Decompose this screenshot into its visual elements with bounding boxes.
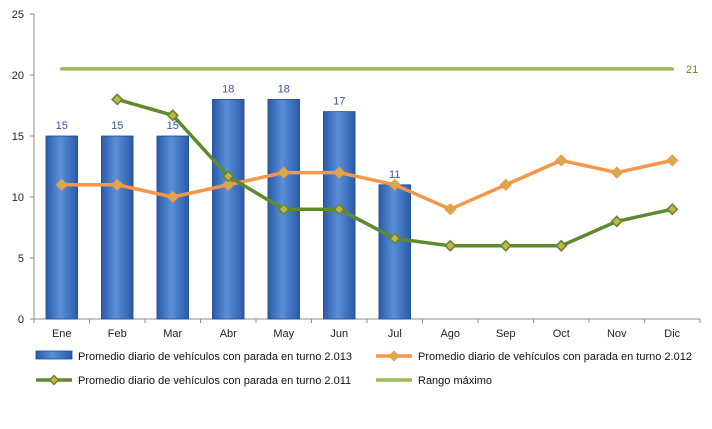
point-marker bbox=[111, 178, 124, 191]
bar-data-label: 11 bbox=[389, 169, 400, 181]
point-marker bbox=[610, 166, 623, 179]
x-tick-label: Abr bbox=[220, 328, 237, 340]
y-tick-label: 5 bbox=[18, 253, 24, 265]
bar-data-label: 18 bbox=[222, 83, 234, 95]
point-marker bbox=[222, 170, 235, 183]
y-tick-label: 10 bbox=[12, 192, 24, 204]
point-marker bbox=[277, 166, 290, 179]
x-tick-label: Sep bbox=[496, 328, 516, 340]
legend-label: Promedio diario de vehículos con parada … bbox=[78, 375, 351, 387]
legend-item: Promedio diario de vehículos con parada … bbox=[35, 350, 352, 363]
point-marker bbox=[499, 178, 512, 191]
axes: 0 5 10 15 20 25 Ene Feb Mar Abr May Jun Jul Ago Sep Oct… bbox=[12, 9, 701, 340]
point-marker bbox=[388, 232, 401, 245]
bar-series bbox=[45, 99, 411, 320]
data-labels: 15 15 15 18 18 17 11 21 bbox=[56, 64, 699, 181]
y-tick-label: 25 bbox=[12, 9, 24, 21]
point-marker bbox=[666, 203, 679, 216]
legend-label: Rango máximo bbox=[418, 375, 492, 387]
x-tick-label: Ago bbox=[440, 328, 460, 340]
x-tick-label: Ene bbox=[52, 328, 72, 340]
bar bbox=[45, 135, 78, 320]
series-line bbox=[60, 158, 674, 211]
point-marker bbox=[444, 239, 457, 252]
point-marker bbox=[166, 190, 179, 204]
y-tick-label: 15 bbox=[12, 131, 24, 143]
bar-data-label: 17 bbox=[333, 96, 345, 108]
x-tick-label: Dic bbox=[664, 328, 680, 340]
legend-label: Promedio diario de vehículos con parada … bbox=[418, 351, 692, 363]
legend-item: Promedio diario de vehículos con parada … bbox=[36, 374, 351, 387]
line-series bbox=[55, 67, 679, 252]
legend-swatch bbox=[35, 350, 73, 360]
legend-label: Promedio diario de vehículos con parada … bbox=[78, 351, 352, 363]
legend-item: Promedio diario de vehículos con parada … bbox=[376, 350, 692, 363]
bar-data-label: 15 bbox=[56, 120, 68, 132]
x-tick-label: Nov bbox=[607, 328, 627, 340]
bar bbox=[378, 184, 411, 320]
point-marker bbox=[610, 215, 623, 228]
point-marker bbox=[388, 178, 401, 191]
bar-data-label: 18 bbox=[278, 83, 290, 95]
bar bbox=[101, 135, 134, 320]
x-tick-label: May bbox=[273, 328, 294, 340]
point-marker bbox=[444, 203, 457, 216]
point-marker bbox=[111, 93, 124, 106]
point-marker bbox=[555, 239, 568, 252]
x-tick-label: Jun bbox=[330, 328, 348, 340]
bar bbox=[156, 135, 189, 320]
end-data-label: 21 bbox=[686, 64, 698, 76]
point-marker bbox=[666, 154, 679, 167]
y-tick-label: 20 bbox=[12, 70, 24, 82]
x-tick-label: Feb bbox=[108, 328, 127, 340]
bar-data-label: 15 bbox=[111, 120, 123, 132]
y-tick-label: 0 bbox=[18, 314, 24, 326]
point-marker bbox=[333, 166, 346, 179]
point-marker bbox=[222, 178, 235, 191]
point-marker bbox=[499, 239, 512, 252]
legend-item: Rango máximo bbox=[376, 375, 492, 387]
x-tick-label: Jul bbox=[388, 328, 402, 340]
point-marker bbox=[277, 203, 290, 216]
point-marker bbox=[55, 178, 68, 191]
legend-marker bbox=[48, 374, 60, 386]
legend: Promedio diario de vehículos con parada … bbox=[35, 350, 692, 387]
point-marker bbox=[333, 203, 346, 216]
x-tick-label: Mar bbox=[163, 328, 182, 340]
point-marker bbox=[166, 109, 179, 122]
bar-data-label: 15 bbox=[167, 120, 179, 132]
legend-marker bbox=[388, 350, 400, 362]
point-marker bbox=[555, 154, 568, 167]
x-tick-label: Oct bbox=[553, 328, 570, 340]
bar bbox=[212, 99, 245, 320]
